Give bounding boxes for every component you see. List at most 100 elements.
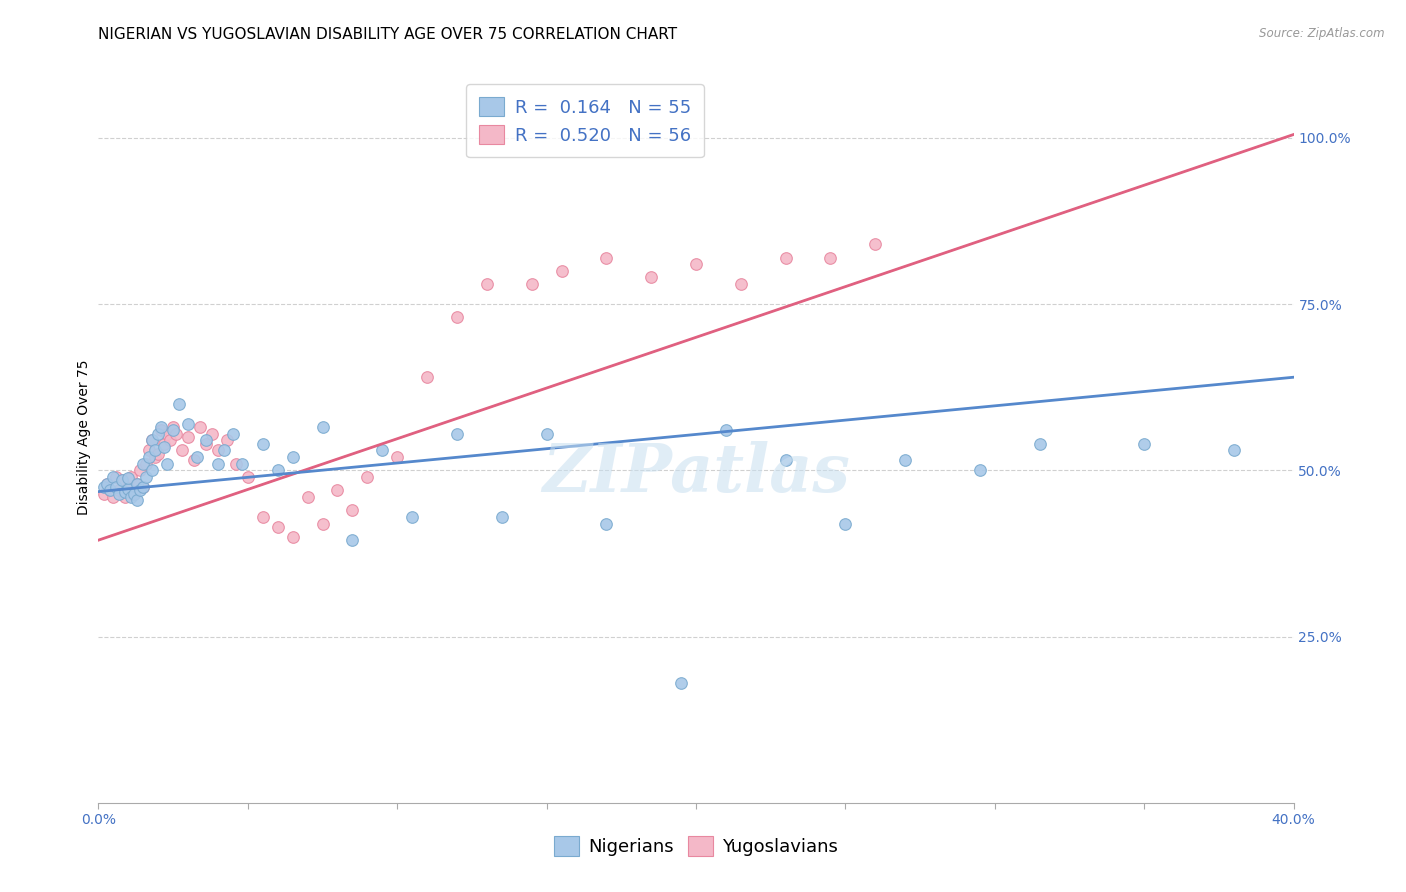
Point bbox=[520, 277, 543, 292]
Point bbox=[183, 453, 205, 467]
Point bbox=[103, 470, 125, 484]
Point bbox=[150, 424, 173, 438]
Point bbox=[236, 470, 259, 484]
Point bbox=[177, 417, 200, 431]
Point bbox=[1223, 443, 1246, 458]
Point bbox=[148, 447, 170, 461]
Legend: Nigerians, Yugoslavians: Nigerians, Yugoslavians bbox=[543, 825, 849, 867]
Point bbox=[401, 509, 423, 524]
Point bbox=[143, 443, 166, 458]
Point bbox=[894, 453, 917, 467]
Point bbox=[201, 426, 224, 441]
Point bbox=[129, 463, 152, 477]
Text: ZIPatlas: ZIPatlas bbox=[543, 442, 849, 506]
Point bbox=[117, 471, 139, 485]
Text: NIGERIAN VS YUGOSLAVIAN DISABILITY AGE OVER 75 CORRELATION CHART: NIGERIAN VS YUGOSLAVIAN DISABILITY AGE O… bbox=[98, 27, 678, 42]
Point bbox=[342, 503, 364, 517]
Point bbox=[124, 486, 146, 500]
Point bbox=[1028, 436, 1050, 450]
Point bbox=[225, 457, 247, 471]
Point bbox=[159, 434, 181, 448]
Point bbox=[195, 436, 218, 450]
Point bbox=[446, 310, 468, 325]
Point bbox=[129, 483, 152, 498]
Point bbox=[141, 434, 163, 448]
Point bbox=[865, 237, 887, 252]
Point bbox=[127, 476, 149, 491]
Point bbox=[153, 440, 176, 454]
Point bbox=[167, 397, 190, 411]
Point bbox=[252, 436, 274, 450]
Point bbox=[231, 457, 253, 471]
Point bbox=[111, 473, 134, 487]
Point bbox=[127, 493, 149, 508]
Point bbox=[96, 476, 118, 491]
Point bbox=[595, 251, 617, 265]
Point bbox=[103, 490, 125, 504]
Point bbox=[297, 490, 319, 504]
Point bbox=[969, 463, 991, 477]
Point bbox=[371, 443, 394, 458]
Point bbox=[491, 509, 513, 524]
Point bbox=[156, 426, 179, 441]
Point bbox=[138, 443, 160, 458]
Point bbox=[267, 520, 290, 534]
Point bbox=[536, 426, 558, 441]
Point bbox=[311, 420, 333, 434]
Point bbox=[356, 470, 378, 484]
Point bbox=[212, 443, 235, 458]
Point bbox=[186, 450, 208, 464]
Point bbox=[156, 457, 179, 471]
Y-axis label: Disability Age Over 75: Disability Age Over 75 bbox=[77, 359, 91, 515]
Point bbox=[775, 453, 797, 467]
Point bbox=[326, 483, 349, 498]
Point bbox=[669, 676, 692, 690]
Point bbox=[141, 463, 163, 477]
Point bbox=[834, 516, 856, 531]
Point bbox=[195, 434, 218, 448]
Point bbox=[252, 509, 274, 524]
Point bbox=[595, 516, 617, 531]
Point bbox=[127, 476, 149, 491]
Point bbox=[105, 470, 128, 484]
Point bbox=[820, 251, 842, 265]
Point bbox=[207, 457, 229, 471]
Point bbox=[1133, 436, 1156, 450]
Point bbox=[416, 370, 439, 384]
Point bbox=[267, 463, 290, 477]
Point bbox=[132, 480, 155, 494]
Point bbox=[120, 470, 142, 484]
Point bbox=[162, 420, 184, 434]
Point bbox=[775, 251, 797, 265]
Point bbox=[108, 486, 131, 500]
Point bbox=[124, 486, 146, 500]
Point bbox=[93, 486, 115, 500]
Point bbox=[446, 426, 468, 441]
Point bbox=[385, 450, 409, 464]
Point bbox=[135, 457, 157, 471]
Point bbox=[138, 450, 160, 464]
Point bbox=[98, 483, 122, 498]
Point bbox=[132, 457, 155, 471]
Point bbox=[108, 483, 131, 498]
Point bbox=[311, 516, 333, 531]
Point bbox=[177, 430, 200, 444]
Point bbox=[135, 470, 157, 484]
Text: Source: ZipAtlas.com: Source: ZipAtlas.com bbox=[1260, 27, 1385, 40]
Point bbox=[143, 450, 166, 464]
Point bbox=[714, 424, 737, 438]
Point bbox=[475, 277, 498, 292]
Point bbox=[281, 530, 304, 544]
Point bbox=[98, 483, 122, 498]
Point bbox=[120, 490, 142, 504]
Point bbox=[172, 443, 194, 458]
Point bbox=[640, 270, 662, 285]
Point bbox=[132, 480, 155, 494]
Point bbox=[153, 436, 176, 450]
Point bbox=[730, 277, 752, 292]
Point bbox=[685, 257, 707, 271]
Point bbox=[222, 426, 245, 441]
Point bbox=[207, 443, 229, 458]
Point bbox=[105, 480, 128, 494]
Point bbox=[281, 450, 304, 464]
